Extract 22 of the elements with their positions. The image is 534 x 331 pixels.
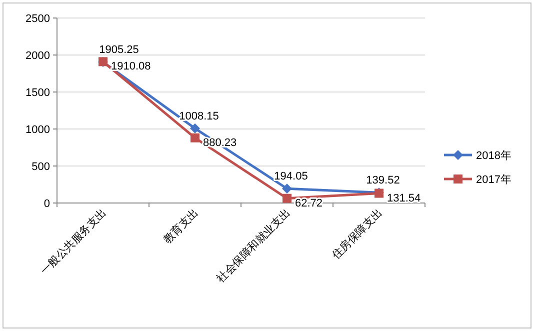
data-label: 1905.25 [99,44,139,56]
x-tick-label: 社会保障和就业支出 [214,206,294,286]
point [190,123,200,134]
y-tick-label: 1000 [26,124,50,136]
y-tick-label: 1500 [26,87,50,99]
data-label: 131.54 [387,192,421,204]
y-tick-label: 500 [32,161,50,173]
data-label: 62.72 [295,197,323,210]
point [190,133,200,142]
point [282,194,292,203]
data-label: 194.05 [274,170,308,183]
point [282,184,292,194]
data-label: 139.52 [366,174,400,187]
legend-label: 2018年 [476,150,512,162]
y-tick-label: 2000 [26,50,50,62]
y-tick-label: 0 [44,198,50,210]
data-label: 1910.08 [111,60,151,73]
legend-label: 2017年 [476,174,512,186]
x-tick-label: 住房保障支出 [329,206,386,262]
x-tick-label: 教育支出 [160,206,202,246]
y-tick-label: 2500 [26,13,50,25]
data-label: 1008.15 [179,110,219,122]
